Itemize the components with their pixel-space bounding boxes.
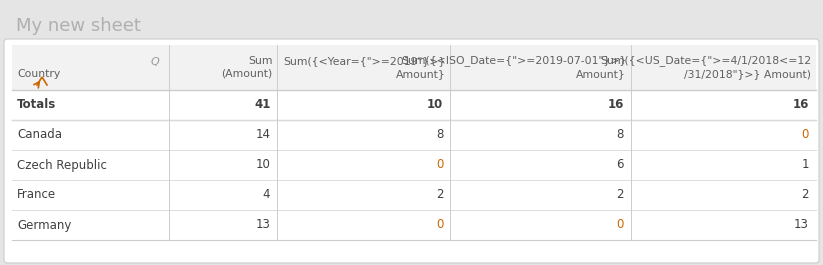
Bar bbox=[12, 45, 816, 90]
Text: 0: 0 bbox=[436, 158, 443, 171]
Text: 2: 2 bbox=[802, 188, 809, 201]
Text: Country: Country bbox=[17, 69, 60, 79]
Text: 1: 1 bbox=[802, 158, 809, 171]
Text: Totals: Totals bbox=[17, 99, 56, 112]
Text: Q: Q bbox=[151, 57, 159, 67]
Text: Germany: Germany bbox=[17, 219, 72, 232]
Text: 13: 13 bbox=[255, 219, 270, 232]
Text: Czech Republic: Czech Republic bbox=[17, 158, 107, 171]
Text: Amount}: Amount} bbox=[576, 69, 626, 79]
Text: 41: 41 bbox=[254, 99, 270, 112]
Text: (Amount): (Amount) bbox=[221, 69, 272, 79]
Text: France: France bbox=[17, 188, 56, 201]
Text: 8: 8 bbox=[616, 129, 624, 142]
Text: 10: 10 bbox=[427, 99, 443, 112]
Text: Amount}: Amount} bbox=[395, 69, 445, 79]
Text: 2: 2 bbox=[616, 188, 624, 201]
Text: 16: 16 bbox=[793, 99, 809, 112]
Text: 10: 10 bbox=[255, 158, 270, 171]
Text: Canada: Canada bbox=[17, 129, 62, 142]
Text: 2: 2 bbox=[435, 188, 443, 201]
Text: 13: 13 bbox=[794, 219, 809, 232]
Text: Sum({<US_Date={">=4/1/2018<=12: Sum({<US_Date={">=4/1/2018<=12 bbox=[600, 55, 811, 66]
Text: 6: 6 bbox=[616, 158, 624, 171]
Text: 14: 14 bbox=[255, 129, 270, 142]
Text: Sum: Sum bbox=[248, 56, 272, 66]
Text: 0: 0 bbox=[436, 219, 443, 232]
Text: 0: 0 bbox=[802, 129, 809, 142]
FancyBboxPatch shape bbox=[4, 39, 819, 263]
Text: /31/2018"}>} Amount): /31/2018"}>} Amount) bbox=[684, 69, 811, 79]
Text: 16: 16 bbox=[607, 99, 624, 112]
Text: Sum({<ISO_Date={">=2019-07-01"}>}: Sum({<ISO_Date={">=2019-07-01"}>} bbox=[401, 55, 626, 66]
Text: My new sheet: My new sheet bbox=[16, 17, 141, 35]
Text: Sum({<Year={">=2019"}>}: Sum({<Year={">=2019"}>} bbox=[283, 56, 445, 66]
Text: 4: 4 bbox=[263, 188, 270, 201]
Text: 8: 8 bbox=[436, 129, 443, 142]
Text: 0: 0 bbox=[616, 219, 624, 232]
